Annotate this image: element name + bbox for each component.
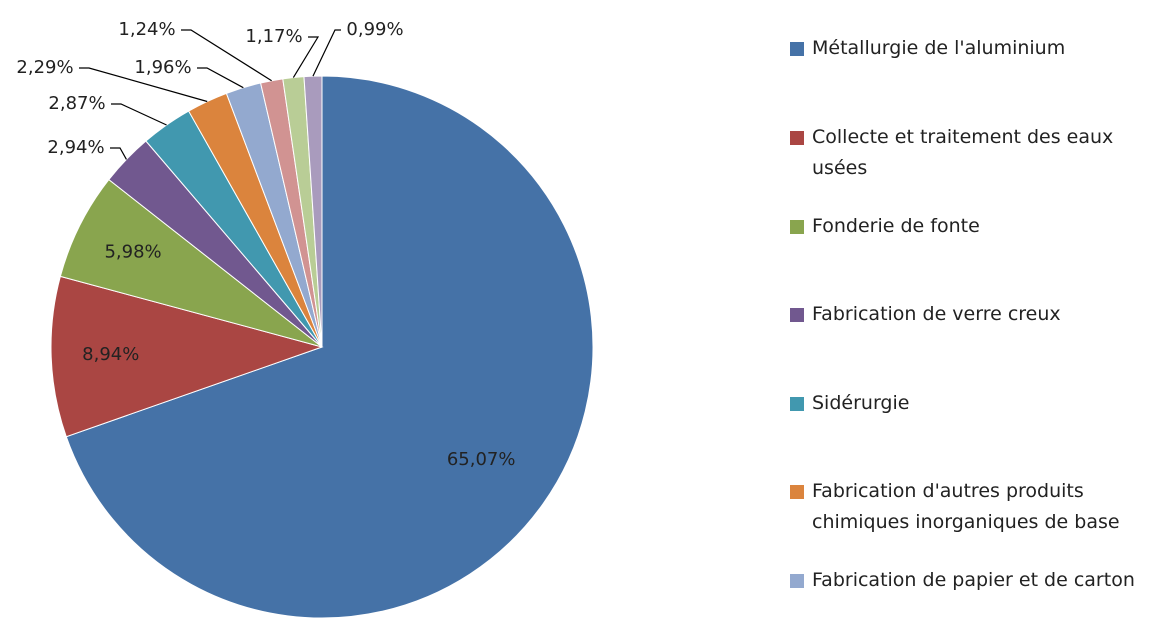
legend-item: Fabrication d'autres produits chimiques … — [790, 476, 1150, 538]
legend-swatch — [790, 131, 804, 145]
legend-label: Sidérurgie — [812, 392, 910, 414]
leader-line — [79, 67, 208, 103]
legend-label: Collecte et traitement des eaux usées — [812, 126, 1114, 179]
legend-label: Fabrication de papier et de carton — [812, 569, 1135, 591]
data-label: 0,99% — [346, 19, 403, 40]
legend-item: Sidérurgie — [790, 388, 1150, 419]
legend-swatch — [790, 308, 804, 322]
legend-label: Fabrication d'autres produits chimiques … — [812, 480, 1120, 533]
legend-label: Fabrication de verre creux — [812, 303, 1061, 325]
data-label: 1,17% — [245, 26, 302, 47]
data-label: 2,29% — [16, 57, 73, 78]
legend-item: Métallurgie de l'aluminium — [790, 33, 1150, 64]
leader-line — [292, 36, 320, 78]
legend-label: Fonderie de fonte — [812, 215, 980, 237]
data-label: 5,98% — [104, 241, 161, 262]
data-label: 1,24% — [118, 19, 175, 40]
legend-swatch — [790, 397, 804, 411]
legend-item: Fabrication de papier et de carton — [790, 565, 1150, 596]
legend-item: Fonderie de fonte — [790, 211, 1150, 242]
data-label: 2,94% — [47, 137, 104, 158]
leader-line — [110, 147, 127, 160]
leader-line — [197, 67, 244, 89]
data-label: 1,96% — [134, 57, 191, 78]
legend-swatch — [790, 485, 804, 499]
legend-item: Collecte et traitement des eaux usées — [790, 122, 1150, 184]
legend-label: Métallurgie de l'aluminium — [812, 37, 1066, 59]
leader-line — [181, 29, 272, 82]
legend-item: Fabrication de verre creux — [790, 299, 1150, 330]
legend-swatch — [790, 42, 804, 56]
legend-swatch — [790, 574, 804, 588]
leader-line — [312, 29, 341, 77]
leader-line — [111, 103, 167, 126]
pie-slice — [65, 75, 594, 619]
pie-slice — [50, 275, 324, 438]
legend-swatch — [790, 220, 804, 234]
chart: 65,07% 8,94% 5,98% 2,94% 2,87% 2,29% 1,96% 1,24… — [16, 19, 594, 619]
data-label: 65,07% — [447, 449, 516, 470]
data-label: 2,87% — [48, 93, 105, 114]
data-label: 8,94% — [82, 344, 139, 365]
